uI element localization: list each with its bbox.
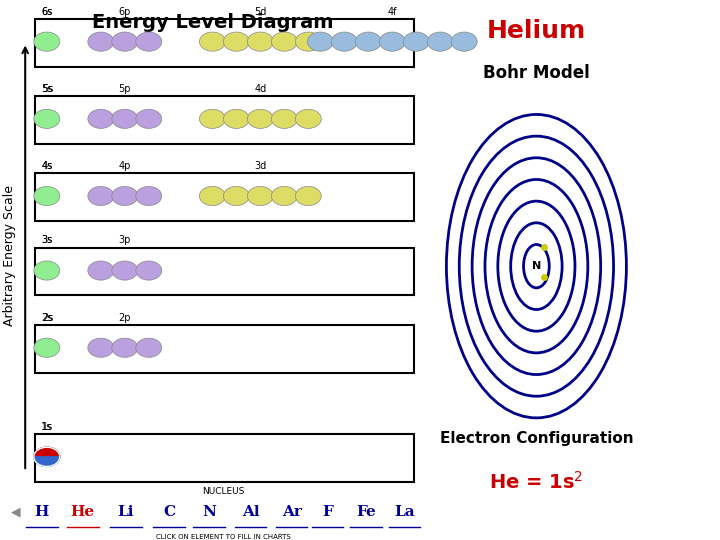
- Text: 3p: 3p: [119, 235, 131, 245]
- Text: 6p: 6p: [119, 6, 131, 17]
- Text: Fe: Fe: [356, 505, 376, 519]
- Circle shape: [199, 186, 225, 206]
- Text: He: He: [71, 505, 95, 519]
- Text: Helium: Helium: [487, 19, 586, 43]
- Circle shape: [307, 32, 333, 51]
- Text: Bohr Model: Bohr Model: [483, 64, 590, 82]
- Circle shape: [136, 32, 162, 51]
- Circle shape: [295, 32, 321, 51]
- Circle shape: [248, 186, 274, 206]
- Circle shape: [428, 32, 454, 51]
- Text: La: La: [395, 505, 415, 519]
- Circle shape: [112, 261, 138, 280]
- Circle shape: [379, 32, 405, 51]
- Text: 4d: 4d: [254, 84, 266, 94]
- Text: 6s: 6s: [42, 6, 53, 17]
- Text: 5d: 5d: [254, 6, 266, 17]
- Text: Electron Configuration: Electron Configuration: [440, 431, 633, 446]
- Text: F: F: [322, 505, 333, 519]
- Circle shape: [112, 338, 138, 357]
- Circle shape: [223, 109, 249, 129]
- Circle shape: [112, 32, 138, 51]
- Circle shape: [271, 32, 297, 51]
- Text: 3d: 3d: [254, 161, 266, 171]
- Wedge shape: [34, 447, 60, 457]
- Text: 4p: 4p: [119, 161, 131, 171]
- Text: NUCLEUS: NUCLEUS: [202, 487, 244, 496]
- Text: N: N: [532, 261, 541, 271]
- Circle shape: [136, 261, 162, 280]
- Bar: [35, 96, 414, 144]
- Circle shape: [295, 186, 321, 206]
- Circle shape: [331, 32, 357, 51]
- Text: 3s: 3s: [41, 235, 53, 245]
- Text: 1s: 1s: [41, 422, 53, 431]
- Circle shape: [451, 32, 477, 51]
- Text: 4s: 4s: [41, 161, 53, 171]
- Circle shape: [112, 186, 138, 206]
- Circle shape: [88, 261, 114, 280]
- Text: H: H: [35, 505, 49, 519]
- Circle shape: [271, 186, 297, 206]
- Circle shape: [88, 186, 114, 206]
- Circle shape: [199, 32, 225, 51]
- Text: Ar: Ar: [282, 505, 302, 519]
- Text: 5s: 5s: [41, 84, 53, 94]
- Bar: [35, 19, 414, 66]
- Text: 5p: 5p: [119, 84, 131, 94]
- Circle shape: [223, 186, 249, 206]
- Text: Energy Level Diagram: Energy Level Diagram: [91, 14, 333, 32]
- Circle shape: [34, 261, 60, 280]
- Text: 4s: 4s: [42, 161, 53, 171]
- Circle shape: [136, 109, 162, 129]
- Text: Arbitrary Energy Scale: Arbitrary Energy Scale: [3, 185, 16, 326]
- Text: 6s: 6s: [41, 6, 53, 17]
- Circle shape: [34, 447, 60, 467]
- Bar: [35, 325, 414, 373]
- Text: 3s: 3s: [42, 235, 53, 245]
- Circle shape: [88, 338, 114, 357]
- Circle shape: [248, 32, 274, 51]
- Circle shape: [34, 186, 60, 206]
- Circle shape: [34, 338, 60, 357]
- Circle shape: [356, 32, 382, 51]
- Circle shape: [88, 109, 114, 129]
- Text: 4f: 4f: [387, 6, 397, 17]
- Circle shape: [271, 109, 297, 129]
- Circle shape: [136, 338, 162, 357]
- Circle shape: [248, 109, 274, 129]
- Bar: [35, 434, 414, 482]
- Bar: [35, 247, 414, 295]
- Text: 2p: 2p: [119, 313, 131, 322]
- Text: Li: Li: [118, 505, 134, 519]
- Text: CLICK ON ELEMENT TO FILL IN CHARTS: CLICK ON ELEMENT TO FILL IN CHARTS: [156, 535, 291, 540]
- Circle shape: [403, 32, 429, 51]
- Text: 2s: 2s: [42, 313, 53, 322]
- Text: Al: Al: [242, 505, 259, 519]
- Wedge shape: [34, 457, 60, 467]
- Circle shape: [88, 32, 114, 51]
- Text: 1s: 1s: [42, 422, 53, 431]
- Circle shape: [34, 32, 60, 51]
- Text: 2s: 2s: [41, 313, 53, 322]
- Bar: [35, 173, 414, 221]
- Circle shape: [34, 109, 60, 129]
- Text: N: N: [202, 505, 216, 519]
- Text: ◀: ◀: [11, 505, 21, 518]
- Circle shape: [223, 32, 249, 51]
- Circle shape: [112, 109, 138, 129]
- Text: C: C: [163, 505, 175, 519]
- Circle shape: [136, 186, 162, 206]
- Circle shape: [199, 109, 225, 129]
- Text: He = 1s$^2$: He = 1s$^2$: [490, 471, 583, 493]
- Circle shape: [295, 109, 321, 129]
- Text: 5s: 5s: [42, 84, 53, 94]
